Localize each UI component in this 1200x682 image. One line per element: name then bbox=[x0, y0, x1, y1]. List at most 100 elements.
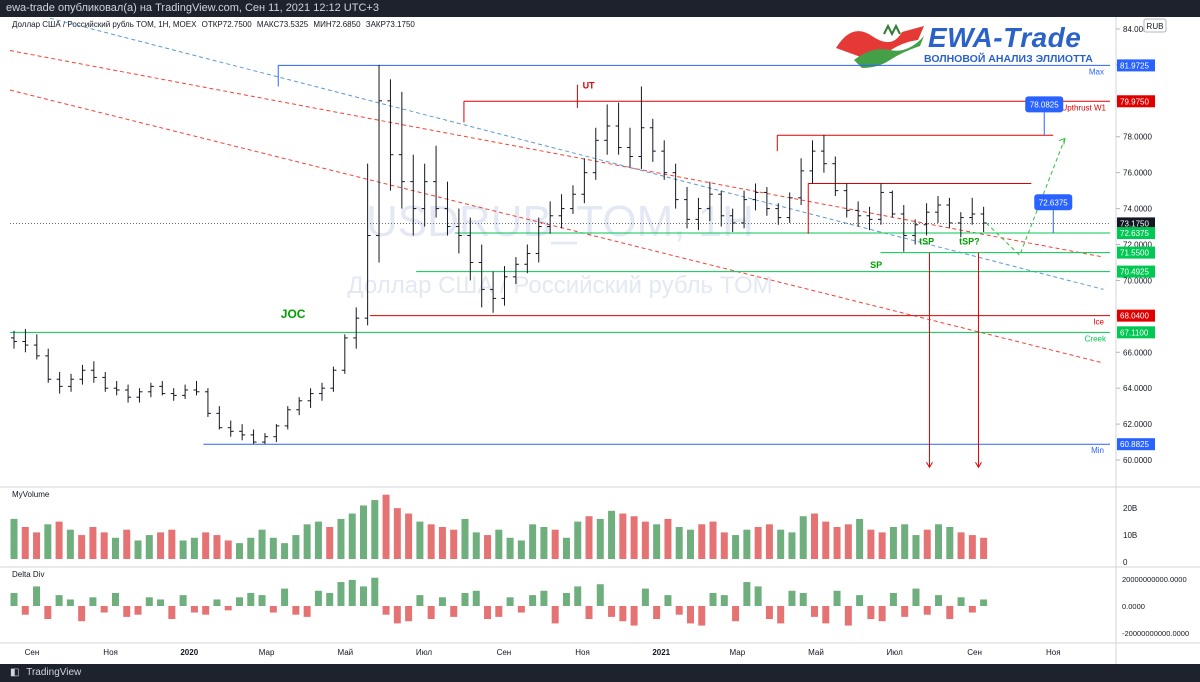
price-bar[interactable] bbox=[193, 381, 200, 396]
price-bar[interactable] bbox=[558, 194, 565, 229]
price-bar[interactable] bbox=[718, 190, 725, 227]
price-axis[interactable]: 84.000082.000080.000078.000076.000074.00… bbox=[1116, 25, 1152, 465]
price-bar[interactable] bbox=[341, 334, 348, 374]
price-bar[interactable] bbox=[170, 388, 177, 401]
price-bar[interactable] bbox=[284, 406, 291, 430]
price-bar[interactable] bbox=[877, 183, 884, 225]
price-bar[interactable] bbox=[490, 271, 497, 313]
price-bar[interactable] bbox=[786, 192, 793, 223]
price-bar[interactable] bbox=[216, 406, 223, 430]
price-bar[interactable] bbox=[273, 424, 280, 443]
price-bar[interactable] bbox=[330, 366, 337, 392]
price-bar[interactable] bbox=[798, 158, 805, 205]
price-bar[interactable] bbox=[364, 163, 371, 326]
price-bar[interactable] bbox=[866, 206, 873, 231]
price-bar[interactable] bbox=[855, 201, 862, 227]
price-bar[interactable] bbox=[695, 197, 702, 231]
price-bar[interactable] bbox=[79, 364, 86, 385]
price-bar[interactable] bbox=[912, 219, 919, 245]
price-bar[interactable] bbox=[900, 204, 907, 252]
price-bar[interactable] bbox=[250, 429, 257, 444]
price-bar[interactable] bbox=[433, 145, 440, 218]
callout-78-box[interactable] bbox=[1025, 96, 1064, 113]
price-bar[interactable] bbox=[889, 190, 896, 218]
price-bar[interactable] bbox=[387, 79, 394, 191]
price-bar[interactable] bbox=[421, 163, 428, 227]
price-bars[interactable] bbox=[11, 64, 987, 444]
price-bar[interactable] bbox=[125, 384, 132, 403]
price-bar[interactable] bbox=[615, 102, 622, 155]
currency-badge[interactable] bbox=[1143, 18, 1167, 33]
price-bar[interactable] bbox=[729, 208, 736, 232]
price-bar[interactable] bbox=[923, 203, 930, 236]
price-bar[interactable] bbox=[946, 197, 953, 229]
price-bar[interactable] bbox=[455, 208, 462, 254]
price-bar[interactable] bbox=[649, 118, 656, 162]
price-bar[interactable] bbox=[820, 134, 827, 173]
price-bar[interactable] bbox=[376, 64, 383, 263]
price-bar[interactable] bbox=[706, 181, 713, 222]
price-bar[interactable] bbox=[684, 187, 691, 229]
price-bar[interactable] bbox=[672, 163, 679, 209]
price-bar[interactable] bbox=[136, 388, 143, 403]
price-bar[interactable] bbox=[410, 154, 417, 236]
forecast-path[interactable] bbox=[985, 138, 1066, 257]
price-bar[interactable] bbox=[752, 183, 759, 211]
price-bar[interactable] bbox=[398, 91, 405, 209]
price-bar[interactable] bbox=[296, 397, 303, 416]
price-bar[interactable] bbox=[467, 217, 474, 281]
price-bar[interactable] bbox=[239, 424, 246, 441]
price-bar[interactable] bbox=[832, 156, 839, 197]
price-bar[interactable] bbox=[547, 201, 554, 234]
price-bar[interactable] bbox=[569, 185, 576, 214]
channel-upper-line[interactable] bbox=[9, 50, 1104, 258]
price-bar[interactable] bbox=[592, 127, 599, 180]
price-bar[interactable] bbox=[638, 86, 645, 170]
price-bar[interactable] bbox=[90, 361, 97, 383]
price-bar[interactable] bbox=[68, 373, 75, 392]
price-bar[interactable] bbox=[934, 196, 941, 223]
price-bar[interactable] bbox=[159, 381, 166, 396]
price-bar[interactable] bbox=[843, 183, 850, 218]
price-bar[interactable] bbox=[581, 158, 588, 204]
price-bar[interactable] bbox=[809, 140, 816, 184]
price-bar[interactable] bbox=[307, 388, 314, 408]
price-bar[interactable] bbox=[741, 190, 748, 229]
price-bar[interactable] bbox=[261, 433, 268, 444]
channel-mid-line[interactable] bbox=[49, 17, 1104, 290]
price-bar[interactable] bbox=[204, 388, 211, 417]
price-bar[interactable] bbox=[661, 140, 668, 180]
symbol-name[interactable]: Доллар США / Российский рубль TOM, 1Н, M… bbox=[12, 20, 197, 29]
price-bar[interactable] bbox=[524, 244, 531, 274]
price-bar[interactable] bbox=[535, 217, 542, 263]
price-bar[interactable] bbox=[11, 330, 17, 349]
price-bar[interactable] bbox=[626, 127, 633, 168]
price-bar[interactable] bbox=[444, 181, 451, 236]
trend-channels[interactable] bbox=[9, 17, 1104, 364]
channel-lower-line[interactable] bbox=[9, 89, 1104, 364]
price-bar[interactable] bbox=[501, 266, 508, 306]
price-bar[interactable] bbox=[318, 382, 325, 401]
price-bar[interactable] bbox=[512, 257, 519, 285]
price-bar[interactable] bbox=[56, 372, 63, 394]
price-bar[interactable] bbox=[980, 206, 987, 232]
price-bar[interactable] bbox=[227, 420, 234, 437]
price-bar[interactable] bbox=[147, 382, 154, 398]
callout-72-box[interactable] bbox=[1034, 194, 1073, 211]
price-bar[interactable] bbox=[33, 334, 40, 360]
time-axis[interactable]: Сен Ноя 2020 Мар Май Июл Сен Ноя 2021 Мар Май Июл Се… bbox=[25, 648, 1061, 657]
price-bar[interactable] bbox=[478, 244, 485, 308]
price-bar[interactable] bbox=[775, 203, 782, 225]
price-bar[interactable] bbox=[604, 104, 611, 155]
price-bar[interactable] bbox=[182, 384, 189, 399]
price-bar[interactable] bbox=[102, 372, 109, 392]
price-bar[interactable] bbox=[22, 328, 29, 353]
price-bar[interactable] bbox=[353, 307, 360, 349]
price-bar[interactable] bbox=[969, 197, 976, 225]
price-bar[interactable] bbox=[957, 212, 964, 238]
horizontal-levels[interactable] bbox=[10, 64, 1110, 445]
price-bar[interactable] bbox=[763, 187, 770, 216]
price-bar[interactable] bbox=[45, 348, 52, 383]
price-bar[interactable] bbox=[113, 381, 120, 396]
